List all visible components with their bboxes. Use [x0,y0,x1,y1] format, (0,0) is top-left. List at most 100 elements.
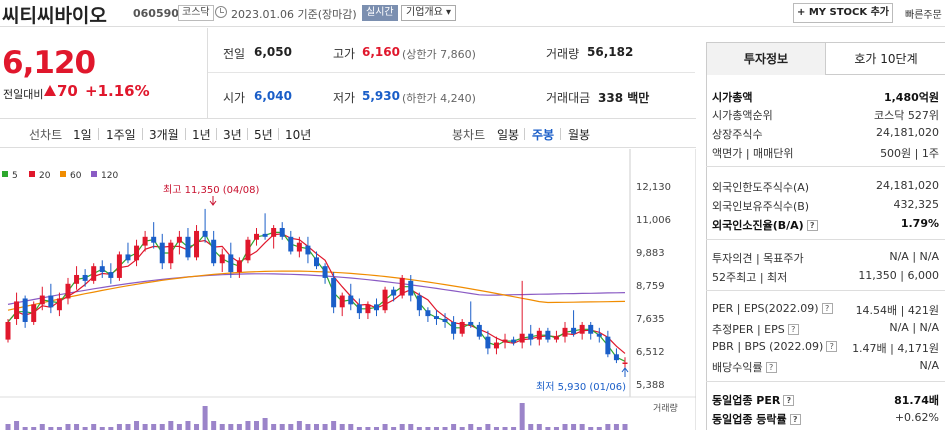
period-5y[interactable]: 5년 [254,128,273,142]
add-mystock-button[interactable]: + MY STOCK 추가 [793,3,893,23]
price-change: 70 [57,82,78,100]
volume-bar [493,427,499,430]
quick-order-link[interactable]: 빠른주문 [905,10,942,21]
candle-body [236,260,242,273]
help-icon[interactable]: ? [789,414,801,425]
pbr-label-wrap: PBR | BPS (2022.09)? [712,340,838,353]
volume-bar [5,424,11,430]
period-1w[interactable]: 1주일 [106,128,136,142]
volume-bar [228,424,234,430]
sector-chg-value: +0.62% [894,411,939,424]
volume-bar [382,424,388,430]
volume-bar [622,424,628,430]
volume-bar [451,424,457,430]
dividend-row: 배당수익률? N/A [712,356,945,376]
help-icon[interactable]: ? [787,324,799,335]
help-icon[interactable]: ? [821,303,833,314]
price-chart[interactable]: 5 20 60 120 12,130 11,006 9,883 8,759 7,635 6… [0,149,696,430]
candle-body [613,354,619,361]
volume-bar [476,427,482,430]
y-tick-label: 5,388 [636,380,665,391]
period-1d[interactable]: 1일 [73,128,92,142]
candle-body [82,274,88,281]
foreign-limit-value: 24,181,020 [876,179,939,192]
volume-bar [254,421,260,430]
period-10y[interactable]: 10년 [285,128,312,142]
divider [98,128,99,140]
period-1y[interactable]: 1년 [192,128,211,142]
realtime-button[interactable]: 실시간 [362,5,398,21]
volume-bar [271,424,277,430]
opinion-row: 투자의견 | 목표주가 N/A | N/A [712,247,945,267]
candle-body [536,330,542,340]
sector-chg-row: 동일업종 등락률? +0.62% [712,408,945,428]
par-row: 액면가 | 매매단위 500원 | 1주 [712,142,945,162]
company-overview-select[interactable]: 기업개요 ▾ [401,5,456,21]
volume-bar [236,424,242,430]
volume-bar [425,427,431,430]
low-annotation: 최저 5,930 (01/06) [536,381,626,393]
volume-bar [305,424,311,430]
help-icon[interactable]: ? [783,395,795,406]
volume-bar [211,421,217,430]
per-value: 14.54배 | 421원 [855,304,939,317]
candle-body [485,336,491,349]
ma5-label: 5 [12,171,18,181]
per-row: PER | EPS(2022.09)? 14.54배 | 421원 [712,299,945,319]
volume-bar [391,427,397,430]
volume-bar [613,424,619,430]
volume-bar [245,421,251,430]
cap-rank-row: 시가총액순위 코스닥 527위 [712,104,945,124]
volume-bar [194,424,200,430]
period-3m[interactable]: 3개월 [149,128,179,142]
foreign-limit-label: 외국인한도주식수(A) [712,181,810,194]
candle-body [228,254,234,273]
candle-body [416,295,422,311]
candle-body [288,236,294,252]
help-icon[interactable]: ? [826,341,838,352]
volume-bar [571,424,577,430]
candle-body [314,257,319,267]
candle-body [459,321,465,334]
tab-investment-info[interactable]: 투자정보 [707,43,826,75]
candle-body [151,236,157,243]
ma120-swatch [91,171,97,177]
prev-close-value: 6,050 [254,45,292,59]
foreign-hold-label: 외국인보유주식수(B) [712,200,810,213]
cap-rank-value: 코스닥 527위 [874,109,939,122]
candle-body [331,277,337,308]
candle-body [365,304,371,314]
candle-body [159,242,165,264]
volume-bar [168,421,174,430]
est-per-value: N/A | N/A [889,321,939,334]
help-icon[interactable]: ? [765,362,777,373]
y-tick-label: 11,006 [636,215,671,226]
volume-bar [142,424,148,430]
sector-per-label: 동일업종 PER [712,394,781,407]
volume-bar [185,421,191,430]
candle-daily[interactable]: 일봉 [497,128,520,142]
volume-bar [433,427,439,430]
ma20-swatch [29,171,35,177]
volume-bar [399,424,405,430]
stock-name: 씨티씨바이오 [2,5,107,27]
candle-weekly[interactable]: 주봉 [532,128,555,142]
candle-body [211,239,217,264]
tab-order-book[interactable]: 호가 10단계 [826,43,945,75]
candle-body [142,236,148,246]
candle-monthly[interactable]: 월봉 [568,128,591,142]
candle-body [322,266,328,278]
divider [560,128,561,140]
y-tick-label: 7,635 [636,314,665,325]
volume-bar [296,421,302,430]
candle-body [22,298,28,322]
up-triangle-icon [44,85,56,96]
candle-body [134,245,140,261]
y-axis-ticks: 12,130 11,006 9,883 8,759 7,635 6,512 5,388 [636,182,671,391]
candle-body [451,321,457,334]
candle-body [125,254,131,261]
help-icon[interactable]: ? [806,220,818,231]
volume-bar [116,424,122,430]
period-3y[interactable]: 3년 [223,128,242,142]
